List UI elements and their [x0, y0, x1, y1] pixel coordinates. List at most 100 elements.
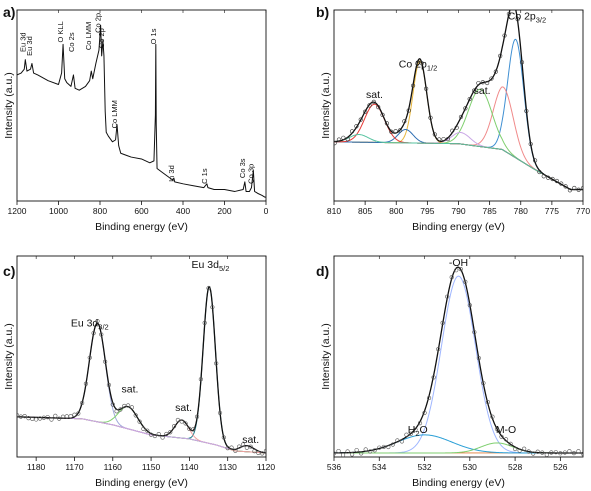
data-point: [528, 141, 533, 147]
data-point: [544, 452, 549, 457]
data-point: [354, 447, 359, 453]
data-point: [210, 305, 215, 310]
panel-a: a) 1200 1000 800 600 400 200 0 Binding energy (e…: [3, 4, 269, 233]
data-point: [91, 330, 96, 336]
data-point: [415, 61, 420, 66]
data-point: [580, 451, 583, 456]
data-point: [341, 135, 346, 140]
data-point: [549, 450, 554, 455]
data-point: [515, 17, 520, 22]
peak-label: sat.: [175, 402, 192, 414]
data-point: [57, 416, 62, 421]
data-point: [233, 448, 238, 453]
data-point: [386, 444, 391, 450]
data-point: [244, 445, 249, 450]
data-point: [404, 432, 409, 437]
fit-component-6: [334, 129, 583, 191]
data-point: [576, 187, 581, 192]
data-point: [206, 286, 211, 291]
data-point: [252, 449, 257, 454]
data-point: [60, 414, 66, 419]
data-point: [30, 416, 35, 422]
data-point: [463, 106, 468, 111]
x-tick-label: 1160: [104, 462, 123, 472]
data-point: [118, 407, 123, 412]
fit-component-2: [17, 322, 266, 454]
data-point: [498, 53, 503, 59]
data-point: [512, 446, 518, 452]
x-tick-label: 1140: [180, 462, 199, 472]
data-point: [550, 176, 555, 182]
data-point: [72, 412, 77, 417]
data-point: [471, 88, 477, 93]
x-tick-label: 530: [463, 462, 477, 472]
x-axis-title: Binding energy (eV): [412, 477, 505, 489]
peak-label: Co LMM: [110, 100, 119, 128]
peak-label: O KLL: [56, 21, 65, 42]
data-point: [458, 114, 464, 120]
data-point: [567, 188, 573, 193]
data-point: [441, 136, 446, 142]
data-point: [336, 137, 342, 142]
data-point: [472, 330, 477, 335]
x-tick-label: 526: [553, 462, 567, 472]
peak-label: C 1s: [200, 168, 209, 184]
data-point: [506, 11, 512, 17]
data-point: [345, 137, 350, 142]
panel-label-c: c): [3, 263, 15, 279]
data-point: [532, 158, 538, 163]
data-point: [485, 400, 491, 405]
data-point: [481, 381, 486, 386]
data-point: [519, 60, 525, 65]
x-tick-label: 532: [417, 462, 431, 472]
panel-d: d) 536 534 532 530 528 526 Binding energy (eV) I…: [316, 255, 584, 489]
data-point: [546, 175, 551, 180]
data-point: [349, 129, 355, 134]
data-point: [381, 444, 386, 450]
plot-frame: [333, 255, 584, 458]
data-point: [413, 427, 418, 432]
x-tick-label: 775: [545, 206, 559, 216]
data-point: [489, 76, 494, 81]
panel-b: b) 810 805 800 795 790 785 780 775 770 Binding ene…: [316, 4, 590, 233]
data-point: [431, 375, 436, 380]
data-point: [354, 124, 359, 129]
data-point: [524, 108, 529, 114]
peak-label: Co LMM: [84, 22, 93, 50]
x-tick-label: 800: [93, 206, 107, 216]
x-tick-label: 1200: [8, 206, 27, 216]
fit-component-5: [334, 60, 583, 191]
data-point: [237, 444, 242, 449]
x-tick-label: 536: [327, 462, 341, 472]
peak-label: Eu 3d: [25, 36, 34, 56]
peak-label: Co 2s: [67, 32, 76, 52]
data-point: [187, 426, 192, 431]
peak-label: Eu 3d: [18, 32, 27, 52]
survey-spectrum: [17, 24, 266, 198]
data-point: [517, 448, 522, 453]
x-tick-label: 795: [420, 206, 434, 216]
data-point: [26, 416, 31, 421]
data-point: [168, 430, 173, 435]
data-point: [380, 112, 385, 117]
data-point: [390, 442, 395, 447]
data-point: [367, 103, 372, 108]
data-point: [363, 447, 368, 452]
data-point: [171, 424, 177, 429]
data-point: [493, 69, 498, 74]
fit-component-1: [334, 275, 583, 454]
peak-label: sat.: [122, 384, 139, 396]
data-point: [424, 86, 429, 91]
data-point: [202, 320, 207, 325]
data-point: [419, 61, 424, 66]
panel-label-b: b): [316, 4, 329, 20]
data-point: [358, 117, 363, 122]
y-axis-title: Intensity (a.u.): [3, 72, 15, 139]
y-axis-title: Intensity (a.u.): [320, 72, 332, 139]
data-point: [503, 437, 509, 442]
data-point: [76, 411, 81, 416]
x-tick-label: 0: [264, 206, 269, 216]
peak-label: Eu 3d5/2: [192, 259, 230, 273]
data-point: [422, 410, 427, 416]
